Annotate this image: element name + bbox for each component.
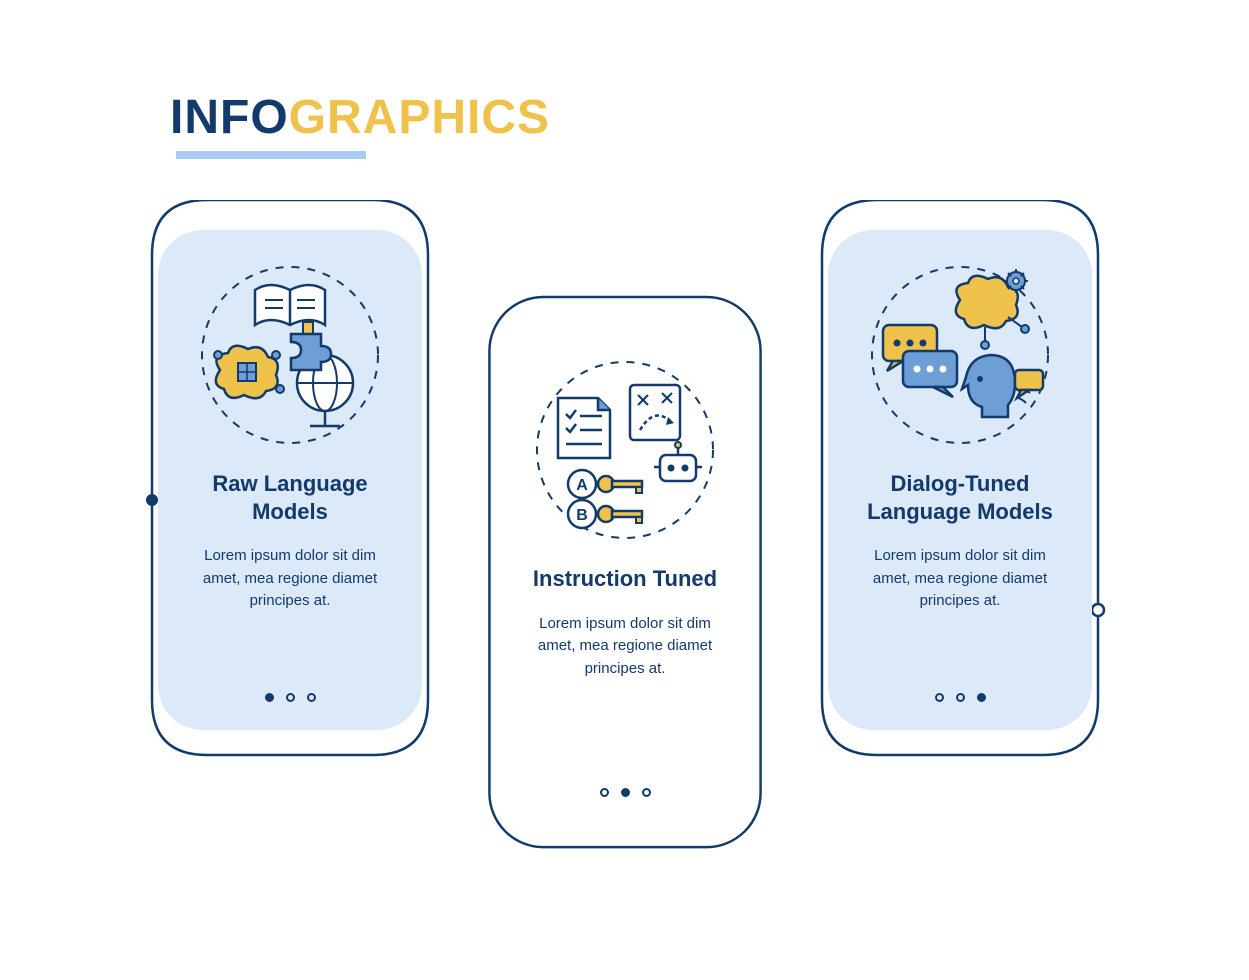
page-title-block: INFOGRAPHICS [170,90,550,159]
card-dialog-title: Dialog-Tuned Language Models [848,470,1072,525]
page-title: INFOGRAPHICS [170,90,550,145]
dot-indicator [956,693,965,702]
dot-indicator [600,788,609,797]
svg-text:A: A [576,477,588,494]
instruction-tuned-icon: A B [530,355,720,545]
title-part2: GRAPHICS [289,91,550,144]
dot-indicator [621,788,630,797]
dialog-tuned-icon [865,260,1055,450]
card-dialog-body: Lorem ipsum dolor sit dim amet, mea regi… [848,545,1072,613]
raw-language-icon [195,260,385,450]
card-raw-panel: Raw Language Models Lorem ipsum dolor si… [158,230,422,730]
card-instruction-panel: A B [493,325,757,825]
dot-indicator [977,693,986,702]
card-instruction-dots [493,788,757,797]
cards-row: Raw Language Models Lorem ipsum dolor si… [140,200,1110,295]
card-dialog-panel: Dialog-Tuned Language Models Lorem ipsum… [828,230,1092,730]
title-part1: INFO [170,91,289,144]
dot-indicator [265,693,274,702]
card-raw-dots [158,693,422,702]
card-instruction-title: Instruction Tuned [523,565,727,593]
card-raw-body: Lorem ipsum dolor sit dim amet, mea regi… [178,545,402,613]
card-raw-title: Raw Language Models [178,470,402,525]
svg-text:B: B [576,507,588,524]
dot-indicator [642,788,651,797]
card-instruction-body: Lorem ipsum dolor sit dim amet, mea regi… [513,613,737,681]
card-dialog-dots [828,693,1092,702]
dot-indicator [286,693,295,702]
title-underline [176,151,366,159]
dot-indicator [307,693,316,702]
dot-indicator [935,693,944,702]
